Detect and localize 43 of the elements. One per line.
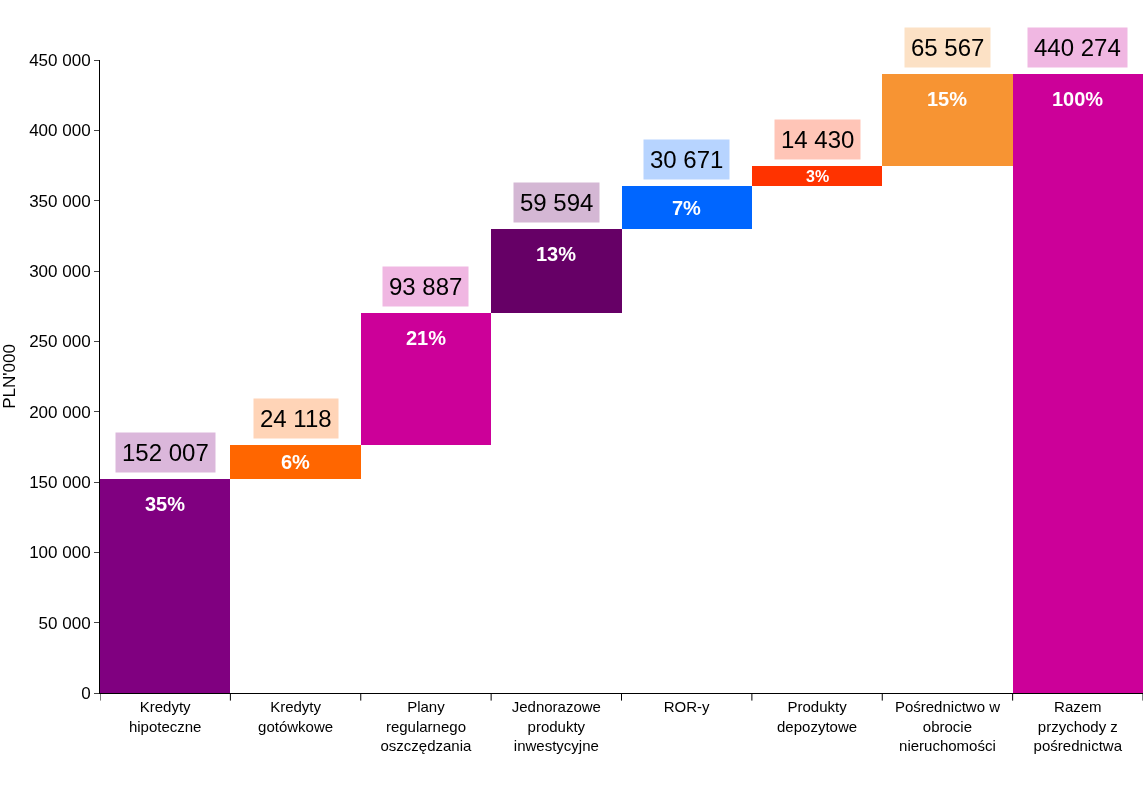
- y-axis-title: PLN'000: [0, 344, 19, 409]
- annotation: 13%: [536, 243, 577, 265]
- data-label: 30 671: [650, 146, 724, 173]
- x-tick-label: Produkty depozytowe: [777, 698, 858, 735]
- bar: [361, 313, 491, 445]
- y-tick-label: 450 000: [29, 50, 91, 70]
- data-label: 152 007: [122, 439, 209, 466]
- x-tick-label: Kredyty gotówkowe: [258, 698, 334, 735]
- y-tick-label: 0: [81, 683, 91, 703]
- y-tick-label: 250 000: [29, 332, 91, 352]
- data-label: 59 594: [520, 189, 594, 216]
- annotation: 3%: [806, 168, 830, 185]
- bar: [491, 229, 622, 313]
- data-label: 440 274: [1034, 34, 1121, 61]
- annotation: 100%: [1052, 88, 1104, 110]
- data-label: 24 118: [260, 405, 332, 432]
- bar: [100, 479, 230, 693]
- annotation: 15%: [927, 88, 968, 110]
- data-label: 93 887: [389, 273, 463, 300]
- bar: [1013, 74, 1143, 693]
- x-tick-label: ROR-y: [663, 698, 711, 715]
- x-tick-label: Jednorazowe produkty inwestycyjne: [511, 698, 601, 754]
- bar: [622, 186, 752, 229]
- annotation: 6%: [281, 451, 311, 473]
- bar: [882, 74, 1013, 166]
- x-tick-label: Plany regularnego oszczędzania: [380, 698, 473, 754]
- y-tick-label: 300 000: [29, 261, 91, 281]
- x-tick-label: Pośrednictwo w obrocie nieruchomości: [894, 698, 1001, 754]
- annotation: 35%: [145, 493, 186, 515]
- bar: [752, 166, 882, 186]
- y-tick-label: 200 000: [29, 402, 91, 422]
- x-tick-label: Razem przychody z pośrednictwa: [1033, 698, 1123, 754]
- data-label: 65 567: [911, 34, 985, 61]
- y-tick-label: 150 000: [29, 472, 91, 492]
- y-tick-label: 100 000: [29, 543, 91, 563]
- data-label: 14 430: [781, 126, 855, 153]
- bar: [230, 445, 361, 479]
- x-tick-label: Kredyty hipoteczne: [128, 698, 202, 735]
- y-tick-label: 400 000: [29, 121, 91, 141]
- y-tick-label: 350 000: [29, 191, 91, 211]
- annotation: 7%: [672, 197, 702, 219]
- y-tick-label: 50 000: [38, 613, 91, 633]
- annotation: 21%: [406, 327, 447, 349]
